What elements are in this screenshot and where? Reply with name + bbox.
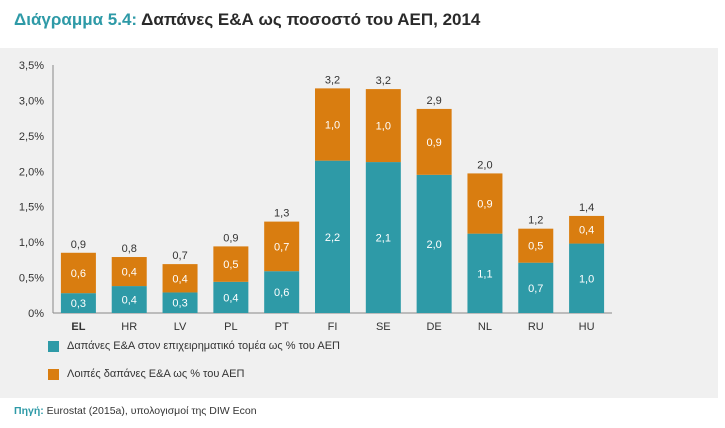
bar-other-PL — [213, 246, 249, 282]
source-note: Πηγή: Eurostat (2015a), υπολογισμοί της … — [14, 405, 257, 417]
value-label-total: 0,8 — [122, 243, 137, 255]
value-label-total: 1,3 — [274, 208, 289, 220]
x-tick-label: HU — [579, 321, 595, 333]
x-tick-label: FI — [328, 321, 338, 333]
bar-other-SE — [365, 89, 401, 163]
y-tick-label: 2,5% — [19, 131, 44, 143]
legend-label-other: Λοιπές δαπάνες Ε&Α ως % του ΑΕΠ — [67, 368, 245, 380]
value-label-other: 0,4 — [579, 225, 594, 237]
bar-other-DE — [416, 108, 452, 175]
bar-business-PT — [264, 271, 300, 313]
value-label-other: 0,6 — [71, 268, 86, 280]
value-label-business: 0,3 — [71, 298, 86, 310]
x-tick-label: SE — [376, 321, 391, 333]
value-label-other: 0,5 — [528, 241, 543, 253]
bar-other-LV — [162, 264, 198, 293]
y-tick-label: 1,0% — [19, 237, 44, 249]
bar-other-PT — [264, 221, 300, 272]
y-tick-label: 3,0% — [19, 95, 44, 107]
x-tick-label: EL — [71, 321, 85, 333]
value-label-business: 0,4 — [223, 292, 238, 304]
x-tick-label: RU — [528, 321, 544, 333]
bar-business-DE — [416, 174, 452, 313]
value-label-total: 1,2 — [528, 215, 543, 227]
value-label-total: 0,9 — [223, 232, 238, 244]
y-tick-label: 0,5% — [19, 273, 44, 285]
bar-business-RU — [518, 262, 554, 313]
value-label-total: 3,2 — [325, 74, 340, 86]
value-label-total: 1,4 — [579, 202, 594, 214]
legend-label-business: Δαπάνες Ε&Α στον επιχειρηματικό τομέα ως… — [67, 340, 340, 352]
legend-item-other: Λοιπές δαπάνες Ε&Α ως % του ΑΕΠ — [48, 366, 340, 382]
chart-title-lead: Διάγραμμα 5.4: — [14, 10, 138, 29]
value-label-business: 2,2 — [325, 232, 340, 244]
bar-other-FI — [315, 88, 350, 161]
x-tick-label: HR — [121, 321, 137, 333]
bar-business-HU — [569, 243, 605, 313]
stacked-bar-chart: 0% 0,5% 1,0% 1,5% 2,0% 2,5% 3,0% 3,5% 0,3 0,6 0,9 E… — [19, 60, 612, 333]
bar-other-NL — [467, 173, 503, 234]
x-tick-label: DE — [426, 321, 441, 333]
legend: Δαπάνες Ε&Α στον επιχειρηματικό τομέα ως… — [48, 338, 340, 394]
value-label-business: 2,0 — [426, 239, 441, 251]
value-label-other: 0,7 — [274, 241, 289, 253]
value-label-other: 0,5 — [223, 259, 238, 271]
source-label: Πηγή: — [14, 405, 44, 417]
x-tick-label: LV — [174, 321, 187, 333]
y-tick-label: 3,5% — [19, 60, 44, 72]
value-label-business: 1,1 — [477, 268, 492, 280]
bar-other-HR — [111, 257, 147, 287]
legend-swatch-business — [48, 340, 59, 352]
value-label-business: 2,1 — [376, 233, 391, 245]
legend-swatch-other — [48, 368, 59, 380]
bar-business-NL — [467, 233, 503, 313]
value-label-business: 1,0 — [579, 273, 594, 285]
y-tick-label: 0% — [28, 308, 44, 320]
chart-panel: 0% 0,5% 1,0% 1,5% 2,0% 2,5% 3,0% 3,5% 0,3 0,6 0,9 E… — [0, 48, 718, 398]
bar-business-HR — [111, 286, 147, 313]
y-tick-label: 2,0% — [19, 166, 44, 178]
chart-title: Διάγραμμα 5.4: Δαπάνες Ε&Α ως ποσοστό το… — [14, 10, 480, 30]
value-label-business: 0,4 — [122, 295, 137, 307]
value-label-total: 2,0 — [477, 159, 492, 171]
value-label-business: 0,6 — [274, 287, 289, 299]
value-label-other: 0,9 — [477, 199, 492, 211]
value-label-other: 1,0 — [325, 120, 340, 132]
bar-business-FI — [315, 160, 350, 313]
bar-other-HU — [569, 215, 605, 244]
value-label-total: 3,2 — [376, 75, 391, 87]
value-label-total: 0,9 — [71, 239, 86, 251]
chart-title-text: Δαπάνες Ε&Α ως ποσοστό του ΑΕΠ, 2014 — [137, 10, 481, 29]
y-tick-label: 1,5% — [19, 202, 44, 214]
bar-business-EL — [60, 293, 96, 313]
legend-item-business: Δαπάνες Ε&Α στον επιχειρηματικό τομέα ως… — [48, 338, 340, 354]
bar-business-PL — [213, 281, 249, 313]
x-tick-label: PT — [275, 321, 289, 333]
value-label-other: 1,0 — [376, 121, 391, 133]
bar-business-LV — [162, 292, 198, 313]
bar-other-EL — [60, 252, 96, 294]
x-tick-label: PL — [224, 321, 237, 333]
value-label-business: 0,3 — [172, 298, 187, 310]
x-tick-label: NL — [478, 321, 492, 333]
value-label-business: 0,7 — [528, 283, 543, 295]
value-label-total: 2,9 — [426, 95, 441, 107]
bar-other-RU — [518, 228, 554, 263]
value-label-other: 0,4 — [122, 267, 137, 279]
source-text: Eurostat (2015a), υπολογισμοί της DIW Ec… — [43, 405, 257, 417]
value-label-other: 0,4 — [172, 273, 187, 285]
bar-business-SE — [365, 162, 401, 313]
value-label-total: 0,7 — [172, 250, 187, 262]
value-label-other: 0,9 — [426, 137, 441, 149]
